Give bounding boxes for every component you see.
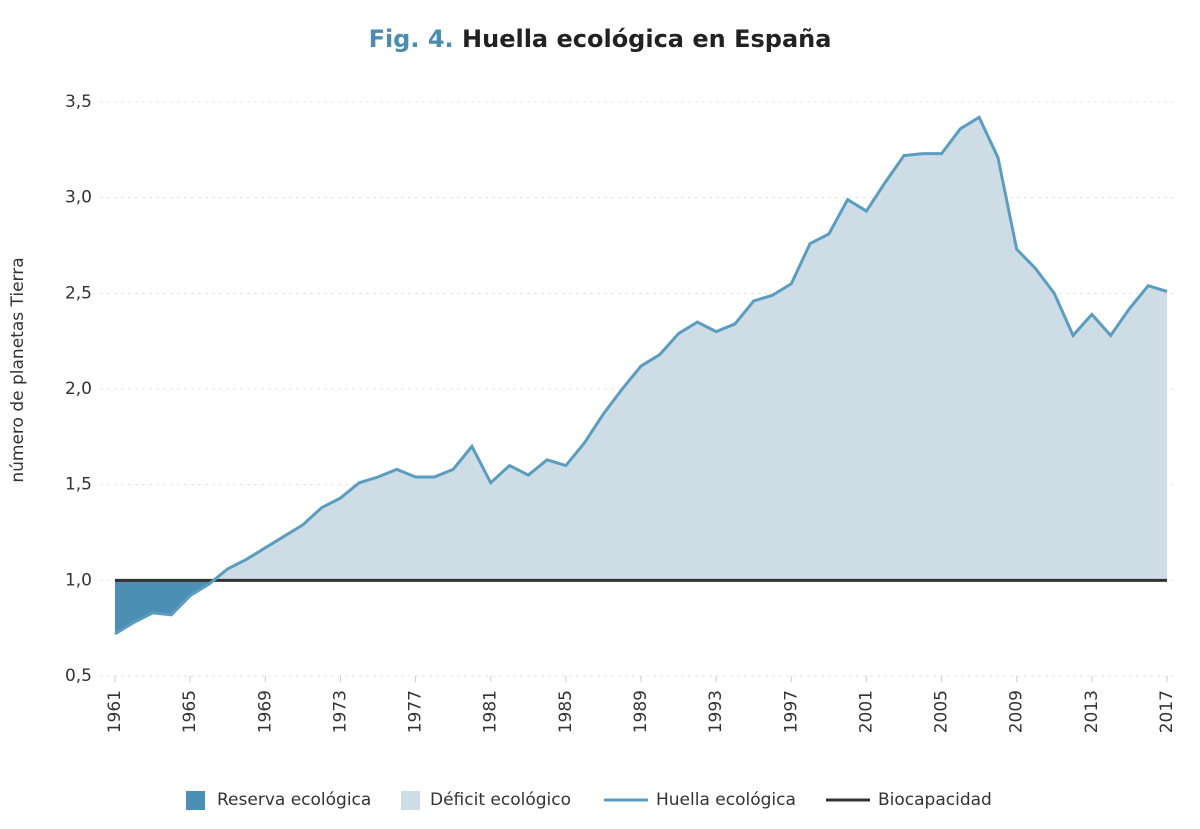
legend-label: Déficit ecológico <box>430 790 571 810</box>
legend-label: Biocapacidad <box>878 790 992 810</box>
x-tick-label: 2005 <box>932 690 952 733</box>
y-tick-label: 3,5 <box>65 92 92 112</box>
x-tick-label: 1977 <box>406 690 426 733</box>
legend-swatch <box>186 791 205 810</box>
deficit-area <box>115 117 1167 581</box>
x-tick-label: 1961 <box>105 690 125 733</box>
x-tick-label: 1969 <box>255 690 275 733</box>
x-tick-label: 1993 <box>706 690 726 733</box>
title-text: Huella ecológica en España <box>462 25 831 53</box>
y-tick-label: 2,0 <box>65 379 92 399</box>
x-tick-label: 1985 <box>556 690 576 733</box>
legend-label: Huella ecológica <box>656 790 796 810</box>
x-tick-label: 1997 <box>781 690 801 733</box>
y-tick-label: 0,5 <box>65 666 92 686</box>
x-tick-label: 2001 <box>856 690 876 733</box>
legend-label: Reserva ecológica <box>217 790 371 810</box>
y-tick-label: 1,0 <box>65 570 92 590</box>
reserve-area <box>115 580 214 634</box>
y-tick-label: 3,0 <box>65 188 92 208</box>
x-tick-label: 1981 <box>481 690 501 733</box>
x-tick-label: 1965 <box>180 690 200 733</box>
x-tick-label: 1989 <box>631 690 651 733</box>
x-tick-label: 2013 <box>1082 690 1102 733</box>
y-tick-label: 2,5 <box>65 283 92 303</box>
chart-title: Fig. 4. Huella ecológica en España <box>369 25 832 53</box>
y-tick-label: 1,5 <box>65 475 92 495</box>
y-axis-label: número de planetas Tierra <box>8 257 28 482</box>
footprint-line <box>114 115 1168 636</box>
legend-swatch <box>401 791 420 810</box>
figure-label: Fig. 4. <box>369 25 454 53</box>
x-tick-label: 2017 <box>1157 690 1177 733</box>
x-tick-label: 1973 <box>330 690 350 733</box>
x-tick-label: 2009 <box>1007 690 1027 733</box>
